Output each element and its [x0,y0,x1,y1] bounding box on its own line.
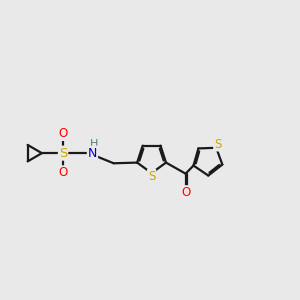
Text: S: S [214,137,221,151]
Text: O: O [181,186,190,199]
Text: O: O [58,166,68,179]
Text: O: O [58,127,68,140]
Text: S: S [148,170,155,183]
Text: N: N [88,147,97,160]
Text: H: H [89,139,98,149]
Text: S: S [59,147,67,160]
